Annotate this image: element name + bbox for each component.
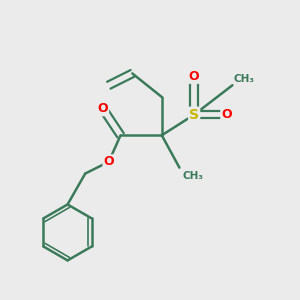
Text: CH₃: CH₃	[234, 74, 255, 84]
Text: S: S	[189, 108, 199, 122]
Text: O: O	[189, 70, 200, 83]
Text: CH₃: CH₃	[182, 171, 203, 181]
Text: O: O	[103, 155, 114, 168]
Text: O: O	[98, 102, 108, 115]
Text: O: O	[221, 108, 232, 121]
